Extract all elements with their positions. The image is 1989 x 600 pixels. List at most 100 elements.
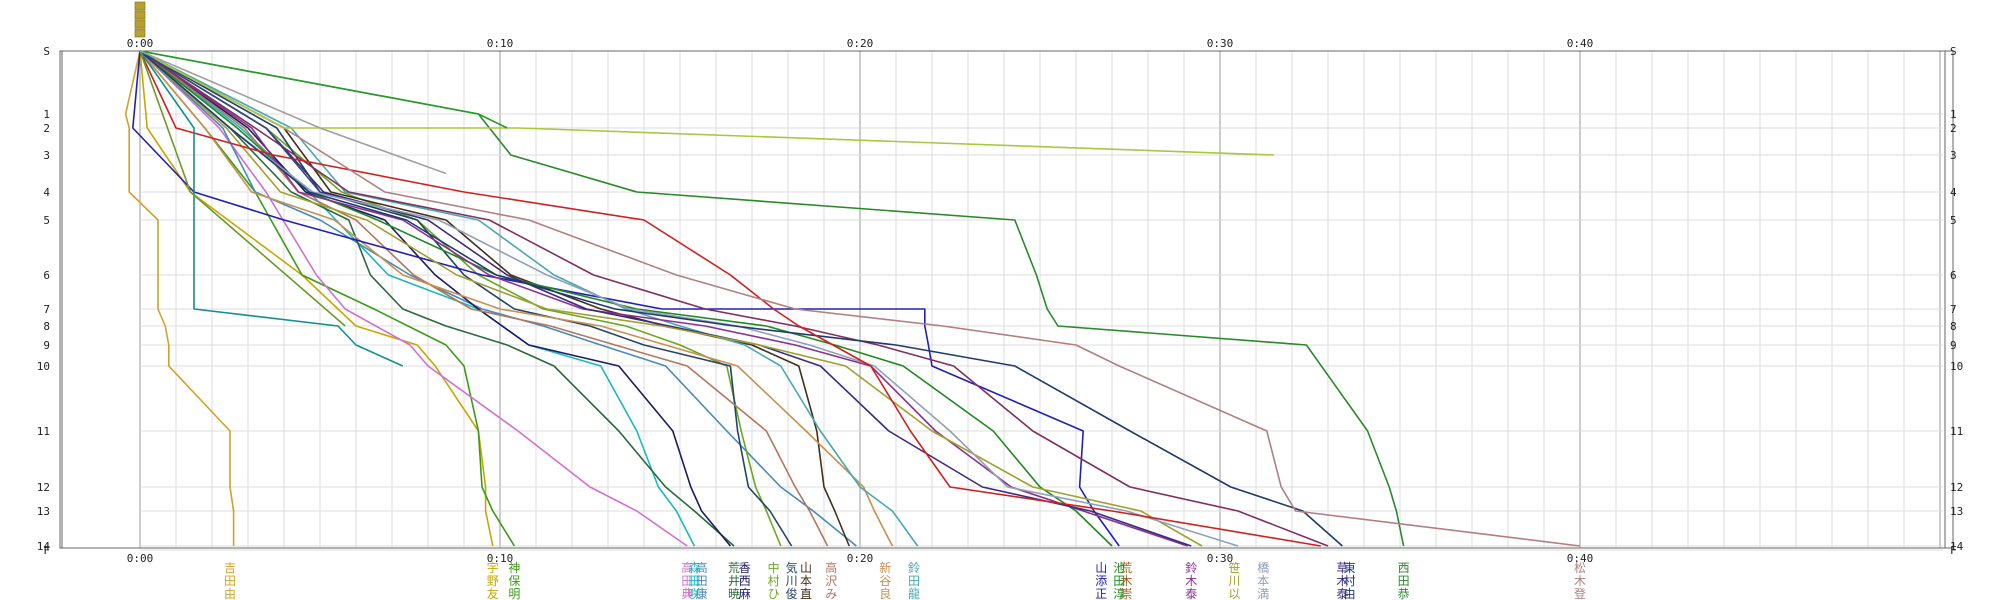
y-tick-label-left: 6 <box>43 269 50 282</box>
y-tick-label-right: 7 <box>1950 303 1957 316</box>
x-tick-label-bottom: 0:10 <box>487 552 514 565</box>
runner-line <box>139 50 1405 547</box>
y-tick-label-left: 2 <box>43 122 50 135</box>
y-tick-label-right: 6 <box>1950 269 1957 282</box>
x-tick-label-top: 0:30 <box>1207 37 1234 50</box>
y-tick-label-right: 13 <box>1950 505 1963 518</box>
x-tick-label-bottom: 0:40 <box>1567 552 1594 565</box>
runner-line <box>139 50 688 547</box>
runner-label: 中村ひ <box>768 560 780 600</box>
runner-lines <box>124 50 1581 547</box>
y-tick-label-right: 12 <box>1950 481 1963 494</box>
runner-label: 香西麻 <box>739 561 751 600</box>
x-tick-label-top: 0:10 <box>487 37 514 50</box>
runner-label: 森田咲 <box>688 560 700 600</box>
start-marker <box>134 1 146 38</box>
runner-label: 新谷良 <box>879 560 891 600</box>
runner-label: 山添正 <box>1095 561 1107 600</box>
runner-label: 高田典 <box>681 560 693 600</box>
y-tick-label-left: 4 <box>43 186 50 199</box>
start-marker-glyph <box>134 19 146 29</box>
y-tick-label-left: 8 <box>43 320 50 333</box>
start-marker-glyph <box>134 10 146 20</box>
runner-line <box>139 50 346 327</box>
runner-line <box>139 50 1343 547</box>
y-tick-label-left: 11 <box>37 425 50 438</box>
y-tick-label-right: S <box>1950 45 1957 58</box>
runner-line <box>139 50 321 193</box>
y-tick-label-right: 2 <box>1950 122 1957 135</box>
runner-label: 気川俊 <box>786 560 798 600</box>
y-tick-label-right: 4 <box>1950 186 1957 199</box>
runner-label: 高田康 <box>696 560 708 600</box>
y-tick-label-right: 14 <box>1950 540 1964 553</box>
runner-label: 高沢み <box>825 560 837 600</box>
plot-frame <box>59 50 1954 549</box>
runner-line <box>139 50 508 129</box>
runner-label: 神保明 <box>508 561 520 600</box>
y-tick-label-right: 3 <box>1950 149 1957 162</box>
y-tick-label-right: 10 <box>1950 360 1963 373</box>
runner-label: 東村由 <box>1344 561 1356 600</box>
runner-label: 宇野友 <box>487 561 499 600</box>
runner-label: 西田恭 <box>1398 561 1410 600</box>
y-tick-label-right: 8 <box>1950 320 1957 333</box>
runner-line <box>139 50 1203 547</box>
y-tick-label-left: 10 <box>37 360 50 373</box>
runner-label: 山本直 <box>800 561 812 600</box>
runner-line <box>139 50 1329 547</box>
x-tick-label-bottom: 0:20 <box>847 552 874 565</box>
y-tick-label-left: S <box>43 45 50 58</box>
y-tick-label-right: 1 <box>1950 108 1957 121</box>
runner-label: 鈴田龍 <box>908 560 920 600</box>
runner-line <box>139 50 1321 547</box>
y-tick-label-left: 5 <box>43 214 50 227</box>
start-marker-glyph <box>134 1 146 11</box>
runner-line <box>139 50 404 367</box>
runner-line <box>132 50 1120 547</box>
runner-line <box>139 50 732 547</box>
runner-label: 笹川以 <box>1228 561 1240 600</box>
start-marker-glyph <box>134 28 146 38</box>
x-tick-label-top: 0:00 <box>127 37 154 50</box>
y-tick-label-right: 11 <box>1950 425 1963 438</box>
runner-line <box>139 50 516 547</box>
x-tick-label-top: 0:20 <box>847 37 874 50</box>
runner-line <box>139 50 919 547</box>
runner-line <box>139 50 447 175</box>
runner-line <box>139 50 1188 547</box>
y-tick-label-right: 9 <box>1950 339 1957 352</box>
runner-label: 荒井暁 <box>728 561 740 600</box>
runner-line <box>139 50 782 547</box>
x-tick-label-top: 0:40 <box>1567 37 1594 50</box>
runner-label: 鈴木泰 <box>1185 560 1197 600</box>
y-tick-label-left: 13 <box>37 505 50 518</box>
runner-line <box>139 50 1192 547</box>
runner-label: 吉田由 <box>224 561 236 600</box>
runner-line <box>139 50 894 547</box>
y-tick-label-left: 12 <box>37 481 50 494</box>
runner-line <box>139 50 1239 547</box>
runner-line <box>139 50 735 547</box>
y-tick-label-left: 3 <box>43 149 50 162</box>
runner-label: 松木登 <box>1574 561 1586 600</box>
runner-line <box>139 50 1275 156</box>
y-tick-label-left: 9 <box>43 339 50 352</box>
y-tick-label-right: 5 <box>1950 214 1957 227</box>
y-tick-label-left: 14 <box>37 540 51 553</box>
runner-line <box>139 50 1581 547</box>
y-tick-label-left: F <box>43 544 50 557</box>
axes: 0:00 0:00 0:10 0:10 0:20 0:20 0:30 0:30 0:40 0:40… <box>37 37 1964 565</box>
y-tick-label-left: 1 <box>43 108 50 121</box>
runner-label: 橋本満 <box>1257 561 1269 600</box>
runner-label: 池田淳 <box>1113 561 1125 600</box>
runner-line <box>139 50 857 547</box>
x-tick-label-bottom: 0:30 <box>1207 552 1234 565</box>
grid <box>139 50 1943 551</box>
runner-label: 草木泰 <box>1336 561 1348 600</box>
y-tick-label-right: F <box>1950 544 1957 557</box>
runner-label: 荒木崇 <box>1120 561 1132 600</box>
runner-line <box>124 50 235 546</box>
x-tick-label-bottom: 0:00 <box>127 552 154 565</box>
